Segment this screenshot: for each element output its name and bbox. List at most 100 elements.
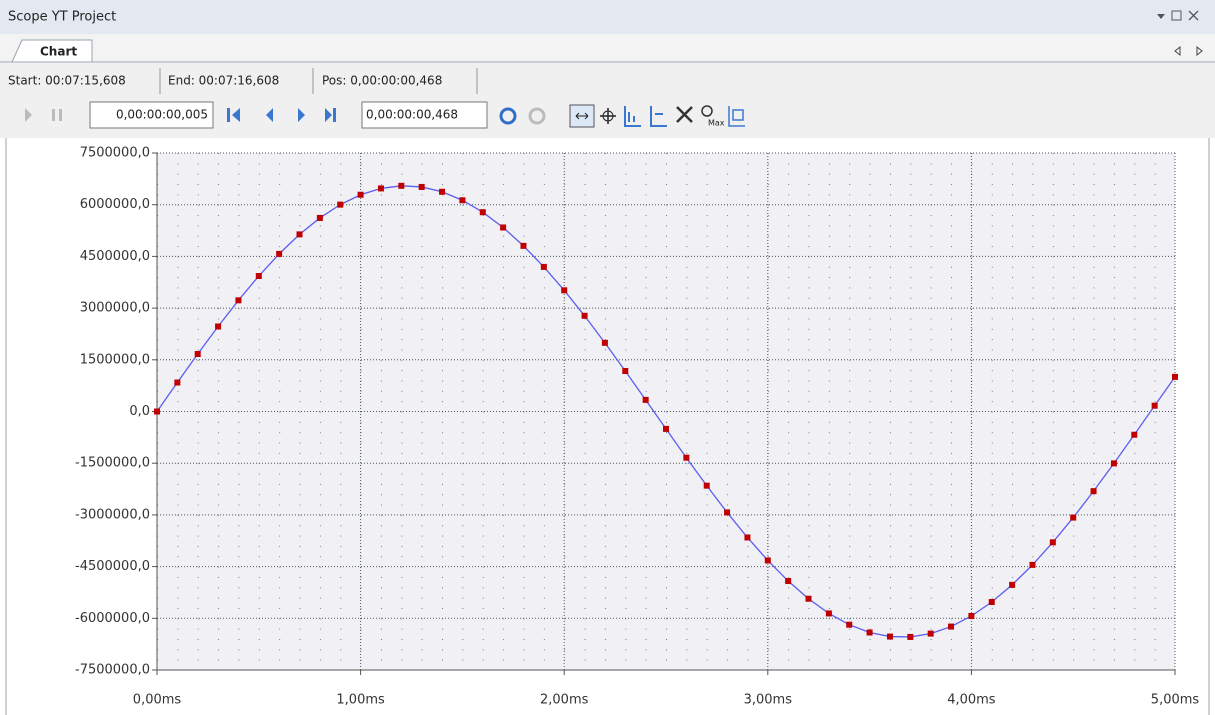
y-tick-label: -6000000,0 (75, 611, 150, 626)
data-point (439, 188, 446, 195)
data-point (744, 534, 751, 541)
position-value[interactable]: 0,00:00:00,468 (366, 108, 458, 122)
data-point (1090, 488, 1097, 495)
y-tick-label: -1500000,0 (75, 456, 150, 471)
y-tick-label: 0,0 (129, 404, 150, 419)
data-point (764, 557, 771, 564)
data-point (948, 623, 955, 630)
tab-strip (0, 34, 1215, 62)
y-tick-label: 1500000,0 (80, 352, 150, 367)
data-point (683, 454, 690, 461)
data-point (255, 273, 262, 280)
menu-arrow[interactable] (1157, 14, 1165, 19)
data-point (174, 379, 181, 386)
data-point (337, 201, 344, 208)
data-point (663, 425, 669, 432)
y-tick-label: 4500000,0 (80, 249, 150, 264)
data-point (418, 183, 425, 190)
data-point (703, 482, 710, 489)
data-point (886, 633, 893, 640)
data-point (1151, 402, 1158, 409)
data-point (805, 595, 812, 602)
data-point (296, 231, 303, 238)
data-point (1172, 373, 1178, 380)
redo-button[interactable] (528, 107, 546, 125)
data-point (825, 610, 832, 617)
data-point (377, 185, 384, 192)
pause-bar (59, 109, 62, 121)
tab-label[interactable]: Chart (40, 45, 77, 59)
window-title: Scope YT Project (8, 10, 116, 25)
max-icon-label[interactable]: Max (708, 119, 725, 128)
data-point (581, 312, 588, 319)
x-tick-label: 5,00ms (1151, 693, 1200, 708)
end-time: End: 00:07:16,608 (168, 74, 279, 88)
play-button[interactable] (25, 108, 32, 122)
data-point (500, 224, 507, 231)
data-point (724, 509, 731, 516)
data-point (1029, 561, 1036, 568)
fit-button[interactable] (728, 106, 745, 127)
data-point (154, 408, 160, 415)
data-point (642, 396, 649, 403)
last-button[interactable] (333, 108, 336, 122)
first-button[interactable] (227, 108, 230, 122)
tab-nav[interactable] (1174, 45, 1203, 57)
data-point (988, 598, 995, 605)
y-tick-label: 7500000,0 (80, 146, 150, 161)
close-button[interactable] (1188, 10, 1199, 21)
data-point (846, 621, 853, 628)
chart: 7500000,0 6000000,0 4500000,0 3000000,0 1500… (75, 146, 1199, 708)
pause-button[interactable] (52, 109, 55, 121)
x-tick-label: 3,00ms (744, 693, 793, 708)
data-point (601, 339, 608, 346)
data-point (215, 323, 222, 330)
data-point (622, 368, 629, 375)
data-point (194, 351, 201, 358)
data-point (968, 612, 975, 619)
data-point (235, 297, 242, 304)
undo-button[interactable] (499, 107, 517, 125)
data-point (459, 197, 466, 204)
data-point (479, 209, 486, 216)
position-input[interactable] (361, 101, 488, 129)
x-tick-label: 1,00ms (336, 693, 385, 708)
data-point (1110, 460, 1117, 467)
maximize-button[interactable] (1171, 10, 1182, 21)
data-point (1131, 431, 1138, 438)
x-tick-label: 2,00ms (540, 693, 589, 708)
y-tick-label: -4500000,0 (75, 559, 150, 574)
zoom-x-button[interactable] (650, 106, 667, 127)
step-value[interactable]: 0,00:00:00,005 (116, 108, 208, 122)
cursor-button[interactable] (676, 106, 693, 123)
data-point (540, 263, 547, 270)
x-tick-label: 0,00ms (133, 693, 182, 708)
data-point (907, 633, 914, 640)
start-time: Start: 00:07:15,608 (8, 74, 126, 88)
data-point (927, 630, 934, 637)
y-tick-label: 6000000,0 (80, 197, 150, 212)
pan-x-icon (575, 112, 589, 120)
data-point (276, 250, 283, 257)
zoom-max-button[interactable] (701, 105, 713, 117)
data-point (1049, 539, 1056, 546)
pos-time: Pos: 0,00:00:00,468 (322, 74, 442, 88)
data-point (561, 287, 568, 294)
data-point (520, 242, 527, 249)
data-point (1009, 581, 1016, 588)
step-input[interactable] (89, 101, 214, 129)
y-tick-label: -3000000,0 (75, 507, 150, 522)
y-tick-label: -7500000,0 (75, 663, 150, 678)
y-tick-label: 3000000,0 (80, 301, 150, 316)
data-point (357, 191, 364, 198)
data-point (398, 182, 405, 189)
pan-icon (602, 110, 614, 122)
x-tick-label: 4,00ms (947, 693, 996, 708)
minor-grid (157, 153, 1175, 670)
data-point (1070, 514, 1077, 521)
data-point (866, 629, 873, 636)
data-point (785, 578, 792, 585)
zoom-y-button[interactable] (624, 106, 641, 127)
title-bar (0, 0, 1215, 34)
